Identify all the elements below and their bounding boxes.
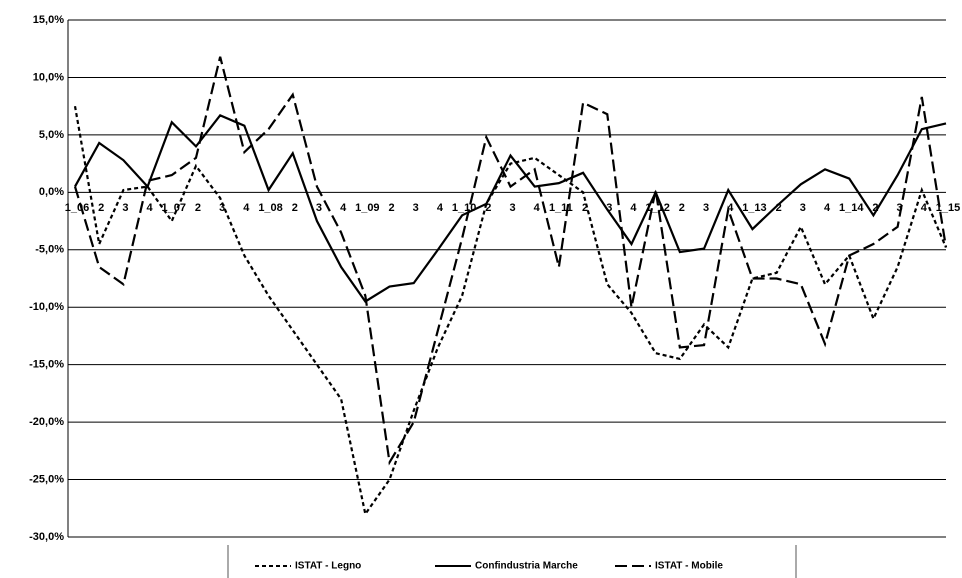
- x-tick-label: 3: [800, 202, 806, 214]
- y-tick-label: -5,0%: [35, 244, 64, 256]
- x-tick-label: 2: [195, 202, 201, 214]
- x-tick-label: 4: [147, 202, 154, 214]
- x-tick-label: 2: [98, 202, 104, 214]
- x-tick-label: 1_11: [549, 202, 573, 214]
- x-tick-label: 2: [582, 202, 588, 214]
- series-line: [73, 105, 948, 517]
- x-tick-label: 2: [388, 202, 394, 214]
- x-tick-label: 4: [534, 202, 541, 214]
- x-tick-label: 4: [340, 202, 347, 214]
- x-tick-label: 1_13: [742, 202, 766, 214]
- y-tick-label: -20,0%: [29, 416, 64, 428]
- legend-label: ISTAT - Mobile: [655, 561, 723, 572]
- x-tick-label: 3: [219, 202, 225, 214]
- legend-label: Confindustria Marche: [475, 561, 578, 572]
- x-tick-label: 4: [243, 202, 250, 214]
- y-tick-label: -25,0%: [29, 473, 64, 485]
- y-tick-label: 0,0%: [39, 186, 64, 198]
- x-tick-label: 1_06: [65, 202, 89, 214]
- x-tick-label: 4: [437, 202, 444, 214]
- x-tick-label: 1_15: [936, 202, 960, 214]
- x-tick-label: 1_10: [452, 202, 476, 214]
- y-tick-label: 15,0%: [33, 14, 64, 26]
- y-tick-label: -30,0%: [29, 531, 64, 543]
- x-tick-label: 3: [703, 202, 709, 214]
- x-tick-label: 2: [872, 202, 878, 214]
- x-tick-label: 2: [776, 202, 782, 214]
- y-tick-label: -10,0%: [29, 301, 64, 313]
- x-tick-label: 3: [122, 202, 128, 214]
- legend-label: ISTAT - Legno: [295, 561, 361, 572]
- x-tick-label: 2: [485, 202, 491, 214]
- series-line: [74, 114, 947, 303]
- x-tick-label: 1_09: [355, 202, 379, 214]
- x-tick-label: 4: [630, 202, 637, 214]
- x-tick-label: 3: [509, 202, 515, 214]
- x-tick-label: 3: [316, 202, 322, 214]
- x-tick-label: 2: [679, 202, 685, 214]
- x-tick-label: 3: [606, 202, 612, 214]
- x-tick-label: 4: [824, 202, 831, 214]
- x-tick-label: 3: [413, 202, 419, 214]
- x-tick-label: 1_08: [258, 202, 282, 214]
- x-tick-label: 4: [921, 202, 928, 214]
- y-tick-label: 5,0%: [39, 129, 64, 141]
- y-tick-label: 10,0%: [33, 71, 64, 83]
- x-tick-label: 4: [727, 202, 734, 214]
- series-line: [73, 56, 948, 466]
- x-tick-label: 1_14: [839, 202, 864, 214]
- x-tick-label: 2: [292, 202, 298, 214]
- y-tick-label: -15,0%: [29, 359, 64, 371]
- x-tick-label: 3: [897, 202, 903, 214]
